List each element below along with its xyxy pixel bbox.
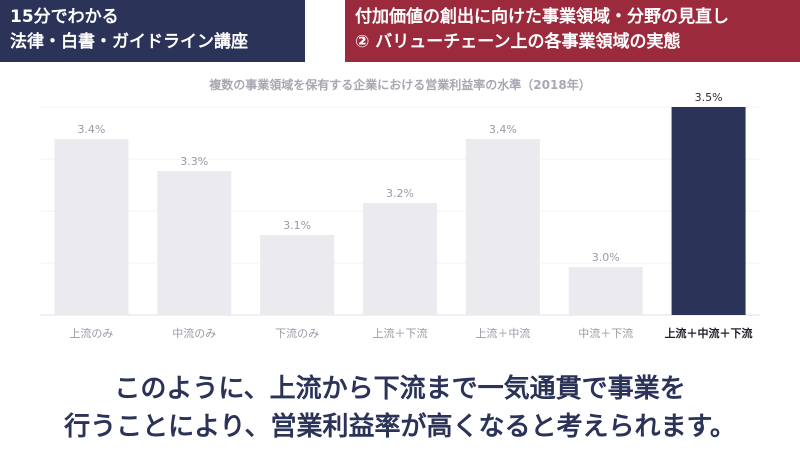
series-badge-line2: 法律・白書・ガイドライン講座 xyxy=(10,32,248,52)
category-label: 上流のみ xyxy=(69,326,113,340)
bar xyxy=(54,139,129,315)
caption-line1: このように、上流から下流まで一気通貫で事業を xyxy=(114,374,686,404)
data-label: 3.5% xyxy=(695,91,723,104)
category-label: 中流＋下流 xyxy=(578,326,633,340)
topic-badge-line2: ② バリューチェーン上の各事業領域の実態 xyxy=(355,32,681,52)
data-label: 3.4% xyxy=(77,123,105,136)
caption-line2: 行うことにより、営業利益率が高くなると考えられます。 xyxy=(64,412,736,442)
bar xyxy=(465,139,540,315)
category-label: 上流＋中流 xyxy=(475,326,530,340)
data-label: 3.0% xyxy=(592,251,620,264)
chart-title: 複数の事業領域を保有する企業における営業利益率の水準（2018年） xyxy=(209,78,591,92)
bar xyxy=(363,203,437,315)
bar xyxy=(671,107,746,315)
data-label: 3.2% xyxy=(386,187,414,200)
category-label: 上流＋中流＋下流 xyxy=(665,326,753,340)
bar xyxy=(568,267,643,315)
bar xyxy=(260,235,335,315)
data-label: 3.3% xyxy=(180,155,208,168)
series-badge-line1: 15分でわかる xyxy=(10,7,119,27)
category-label: 下流のみ xyxy=(275,326,319,340)
category-label: 上流＋下流 xyxy=(373,326,428,340)
series-badge: 15分でわかる 法律・白書・ガイドライン講座 xyxy=(0,0,305,62)
category-label: 中流のみ xyxy=(172,326,216,340)
caption: このように、上流から下流まで一気通貫で事業を 行うことにより、営業利益率が高くな… xyxy=(0,370,800,446)
topic-badge-line1: 付加価値の創出に向けた事業領域・分野の見直し xyxy=(355,7,729,27)
bar xyxy=(157,171,232,315)
data-label: 3.4% xyxy=(489,123,517,136)
topic-badge: 付加価値の創出に向けた事業領域・分野の見直し ② バリューチェーン上の各事業領域… xyxy=(345,0,800,62)
data-label: 3.1% xyxy=(283,219,311,232)
